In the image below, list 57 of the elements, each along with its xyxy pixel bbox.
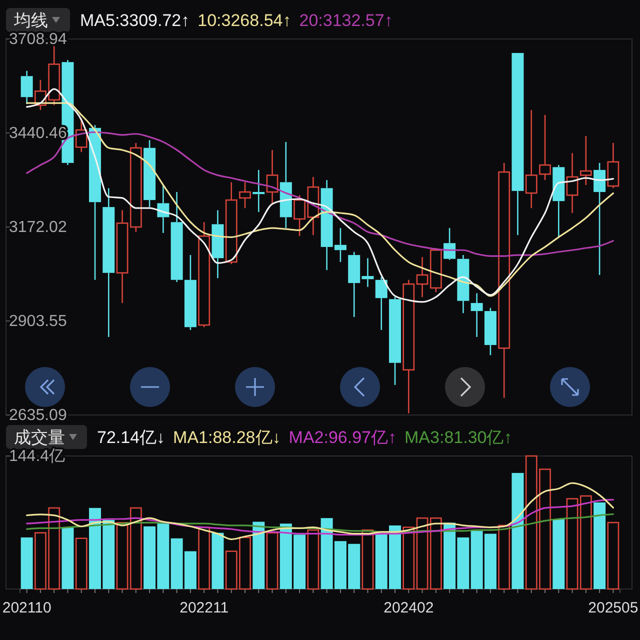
bar	[266, 532, 278, 590]
text: MA2:96.97亿↑	[288, 428, 397, 447]
x-tick-label: 202505	[588, 600, 638, 616]
bar	[252, 522, 265, 589]
text: MA5:3309.72↑	[80, 10, 190, 30]
bar	[75, 538, 88, 590]
candlestick	[170, 191, 183, 283]
candlestick	[116, 210, 128, 304]
bar	[430, 517, 442, 590]
y-tick-label: 2635.09	[9, 407, 67, 424]
bar	[402, 526, 415, 590]
y-tick-label: 3172.02	[9, 219, 67, 236]
bar	[566, 498, 578, 590]
candlestick	[416, 256, 428, 298]
text: MA1:88.28亿↓	[173, 428, 281, 447]
candlestick	[102, 187, 115, 338]
dropdown-button: 均线	[6, 8, 70, 32]
bar	[198, 526, 210, 590]
candlestick	[375, 276, 388, 331]
dropdown-button: 成交量	[6, 425, 87, 449]
candlestick	[212, 210, 224, 279]
candlestick	[552, 164, 565, 239]
chart-title: 成交量	[14, 428, 65, 447]
candlestick	[470, 292, 483, 338]
bar	[552, 519, 565, 589]
y-tick-label: 2903.55	[9, 313, 67, 330]
bar	[62, 527, 74, 589]
bar	[594, 502, 606, 589]
x-tick-label: 202211	[180, 600, 229, 616]
candlestick	[457, 254, 470, 314]
candlestick	[498, 162, 510, 399]
y-tick-label: 3708.94	[9, 31, 67, 48]
text: 72.14亿↓	[97, 428, 166, 447]
bar	[20, 537, 33, 589]
candlestick	[75, 117, 88, 153]
candlestick	[402, 279, 415, 414]
bar	[416, 517, 428, 590]
y-tick-label: 144.4亿	[9, 448, 66, 466]
bar	[212, 532, 224, 589]
text: MA3:81.30亿↑	[404, 428, 512, 447]
bar	[607, 522, 620, 590]
candlestick	[280, 141, 292, 229]
candlestick	[239, 182, 251, 209]
candlestick	[580, 135, 592, 186]
x-tick-label: 202110	[2, 600, 52, 616]
text: 10:3268.54↑	[198, 10, 292, 30]
bar	[130, 507, 142, 590]
bar	[307, 529, 320, 590]
bar	[580, 495, 592, 590]
chart-title: 均线	[13, 10, 48, 30]
candlestick	[252, 169, 265, 213]
bar	[512, 472, 524, 589]
bar	[116, 522, 128, 590]
candlestick	[20, 70, 33, 105]
text: 20:3132.57↑	[299, 10, 393, 30]
x-tick-label: 202402	[384, 600, 434, 616]
bar	[498, 524, 510, 590]
